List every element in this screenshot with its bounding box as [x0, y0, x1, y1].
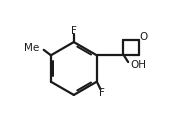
Text: F: F: [71, 25, 77, 35]
Text: F: F: [99, 88, 105, 98]
Text: Me: Me: [24, 43, 39, 53]
Text: O: O: [139, 32, 147, 42]
Text: OH: OH: [131, 60, 147, 70]
